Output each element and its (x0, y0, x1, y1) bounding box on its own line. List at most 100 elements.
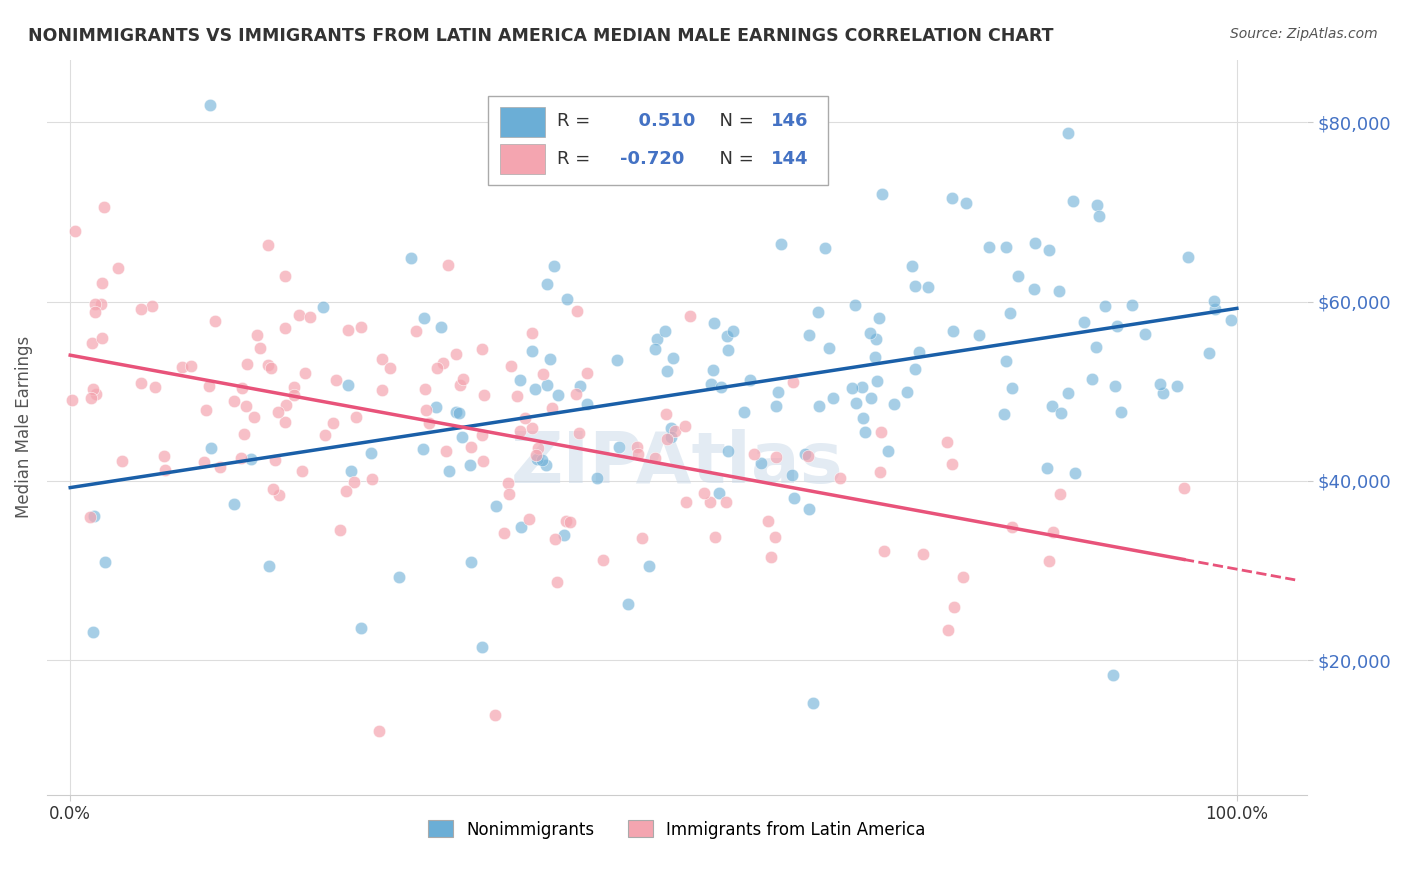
Immigrants from Latin America (1042, 525, 1064, 540)
Nonimmigrants (1085, 340, 1108, 354)
Immigrants from Latin America (498, 486, 520, 500)
Immigrants from Latin America (869, 425, 891, 439)
Nonimmigrants (458, 458, 481, 472)
Immigrants from Latin America (283, 388, 305, 402)
Immigrants from Latin America (257, 358, 280, 372)
Immigrants from Latin America (626, 440, 648, 454)
Nonimmigrants (702, 362, 724, 376)
Nonimmigrants (1166, 379, 1188, 393)
Nonimmigrants (717, 444, 740, 458)
Immigrants from Latin America (111, 454, 134, 468)
Nonimmigrants (1001, 381, 1024, 395)
Immigrants from Latin America (631, 531, 654, 545)
Immigrants from Latin America (873, 543, 896, 558)
Nonimmigrants (1007, 269, 1029, 284)
Nonimmigrants (485, 499, 508, 513)
Immigrants from Latin America (371, 352, 394, 367)
Immigrants from Latin America (84, 305, 107, 319)
Immigrants from Latin America (522, 421, 544, 435)
Nonimmigrants (782, 491, 804, 505)
Nonimmigrants (1080, 372, 1102, 386)
Nonimmigrants (1094, 299, 1116, 313)
Nonimmigrants (917, 280, 939, 294)
Immigrants from Latin America (869, 465, 891, 479)
Immigrants from Latin America (405, 324, 427, 338)
Immigrants from Latin America (235, 358, 257, 372)
Immigrants from Latin America (335, 484, 357, 499)
Nonimmigrants (568, 379, 591, 393)
Nonimmigrants (222, 497, 245, 511)
Nonimmigrants (430, 319, 453, 334)
Nonimmigrants (955, 195, 977, 210)
Immigrants from Latin America (415, 403, 437, 417)
Nonimmigrants (1057, 126, 1080, 140)
Nonimmigrants (659, 429, 682, 443)
Immigrants from Latin America (242, 410, 264, 425)
Nonimmigrants (769, 236, 792, 251)
Immigrants from Latin America (765, 450, 787, 464)
Text: NONIMMIGRANTS VS IMMIGRANTS FROM LATIN AMERICA MEDIAN MALE EARNINGS CORRELATION : NONIMMIGRANTS VS IMMIGRANTS FROM LATIN A… (28, 27, 1053, 45)
Nonimmigrants (868, 311, 890, 326)
Nonimmigrants (388, 570, 411, 584)
Nonimmigrants (941, 191, 963, 205)
Nonimmigrants (703, 316, 725, 330)
Immigrants from Latin America (526, 441, 548, 455)
Nonimmigrants (662, 351, 685, 366)
Immigrants from Latin America (344, 410, 367, 425)
Bar (501, 107, 544, 136)
Nonimmigrants (969, 327, 991, 342)
Nonimmigrants (509, 373, 531, 387)
Nonimmigrants (699, 376, 721, 391)
Immigrants from Latin America (693, 486, 716, 500)
Nonimmigrants (1177, 250, 1199, 264)
Nonimmigrants (710, 380, 733, 394)
Nonimmigrants (716, 329, 738, 343)
Immigrants from Latin America (484, 707, 506, 722)
Nonimmigrants (557, 292, 579, 306)
Immigrants from Latin America (153, 463, 176, 477)
Immigrants from Latin America (246, 328, 269, 343)
Nonimmigrants (536, 277, 558, 291)
Nonimmigrants (1198, 346, 1220, 360)
Nonimmigrants (526, 451, 548, 466)
Immigrants from Latin America (233, 427, 256, 442)
Nonimmigrants (200, 441, 222, 455)
Nonimmigrants (1133, 326, 1156, 341)
Nonimmigrants (616, 597, 638, 611)
Nonimmigrants (1104, 379, 1126, 393)
Nonimmigrants (754, 151, 776, 165)
Immigrants from Latin America (432, 356, 454, 370)
Nonimmigrants (1088, 210, 1111, 224)
Immigrants from Latin America (231, 381, 253, 395)
Nonimmigrants (444, 405, 467, 419)
Nonimmigrants (659, 421, 682, 435)
Nonimmigrants (853, 425, 876, 439)
Immigrants from Latin America (756, 514, 779, 528)
Nonimmigrants (883, 396, 905, 410)
Immigrants from Latin America (451, 372, 474, 386)
Nonimmigrants (1050, 406, 1073, 420)
Immigrants from Latin America (418, 416, 440, 430)
Immigrants from Latin America (80, 335, 103, 350)
Immigrants from Latin America (267, 405, 290, 419)
Immigrants from Latin America (194, 403, 217, 417)
Nonimmigrants (536, 378, 558, 392)
Immigrants from Latin America (531, 367, 554, 381)
Text: R =: R = (557, 112, 596, 129)
Nonimmigrants (471, 640, 494, 654)
Nonimmigrants (807, 305, 830, 319)
Immigrants from Latin America (1001, 519, 1024, 533)
Nonimmigrants (1105, 319, 1128, 334)
Immigrants from Latin America (541, 401, 564, 415)
Nonimmigrants (1121, 298, 1143, 312)
Immigrants from Latin America (131, 376, 153, 391)
Immigrants from Latin America (283, 380, 305, 394)
Nonimmigrants (1109, 405, 1132, 419)
Nonimmigrants (733, 405, 755, 419)
Immigrants from Latin America (568, 426, 591, 441)
Nonimmigrants (851, 380, 873, 394)
Immigrants from Latin America (204, 313, 226, 327)
Text: N =: N = (709, 150, 759, 168)
Immigrants from Latin America (664, 424, 686, 438)
Immigrants from Latin America (558, 515, 581, 529)
